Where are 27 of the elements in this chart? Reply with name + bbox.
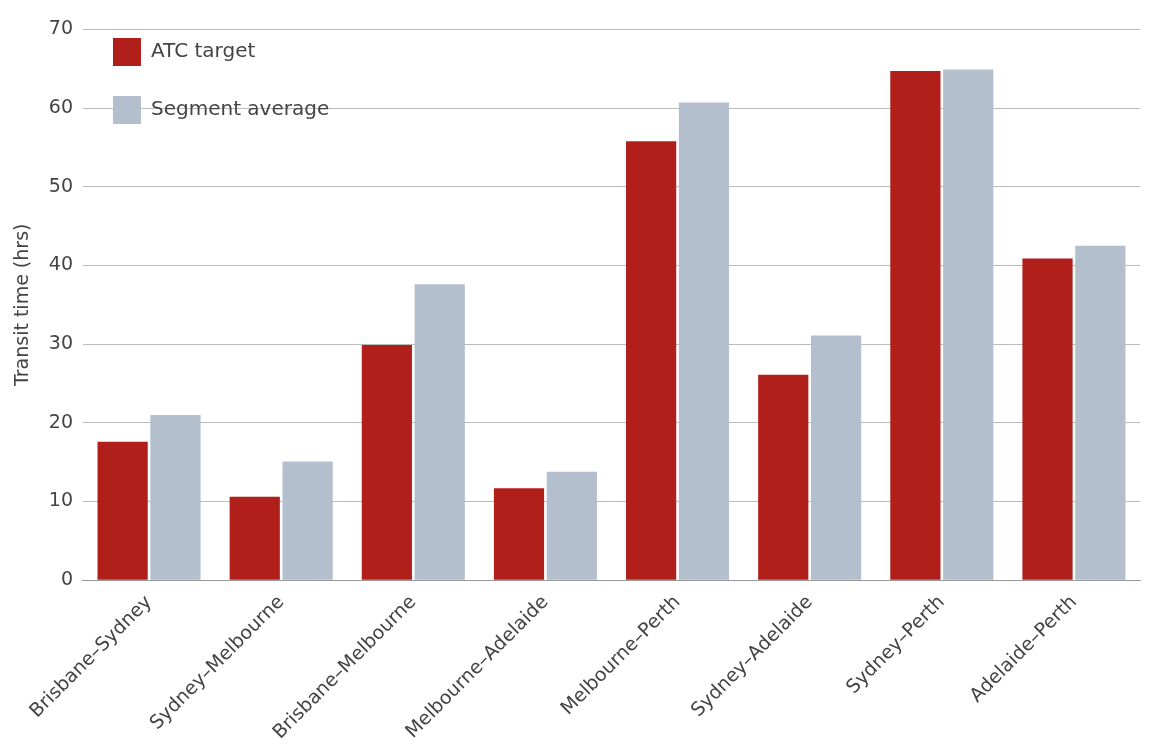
y-tick-label: 10: [48, 488, 73, 511]
legend-label: ATC target: [150, 38, 256, 63]
y-tick-label: 70: [48, 16, 73, 39]
bar: [546, 471, 597, 580]
bar: [150, 414, 201, 580]
bar: [1075, 245, 1126, 580]
bar: [678, 102, 730, 580]
y-tick-label: 30: [48, 331, 73, 354]
bar: [1022, 258, 1073, 580]
bar: [626, 141, 677, 580]
y-tick-label: 0: [60, 567, 73, 590]
y-tick-label: 20: [48, 409, 73, 432]
bar: [493, 488, 545, 580]
bar: [97, 441, 148, 580]
y-tick-label: 50: [48, 173, 73, 196]
bar: [758, 374, 809, 580]
bar: [229, 496, 280, 580]
legend-label: Segment average: [150, 96, 330, 121]
bar: [282, 461, 333, 580]
y-axis-title: Transit time (hrs): [10, 223, 33, 388]
bar: [943, 69, 994, 580]
y-tick-label: 40: [48, 252, 73, 275]
bar: [811, 335, 862, 580]
bar: [414, 284, 465, 580]
y-tick-label: 60: [48, 95, 73, 118]
bar: [361, 344, 412, 580]
bar: [890, 71, 941, 580]
